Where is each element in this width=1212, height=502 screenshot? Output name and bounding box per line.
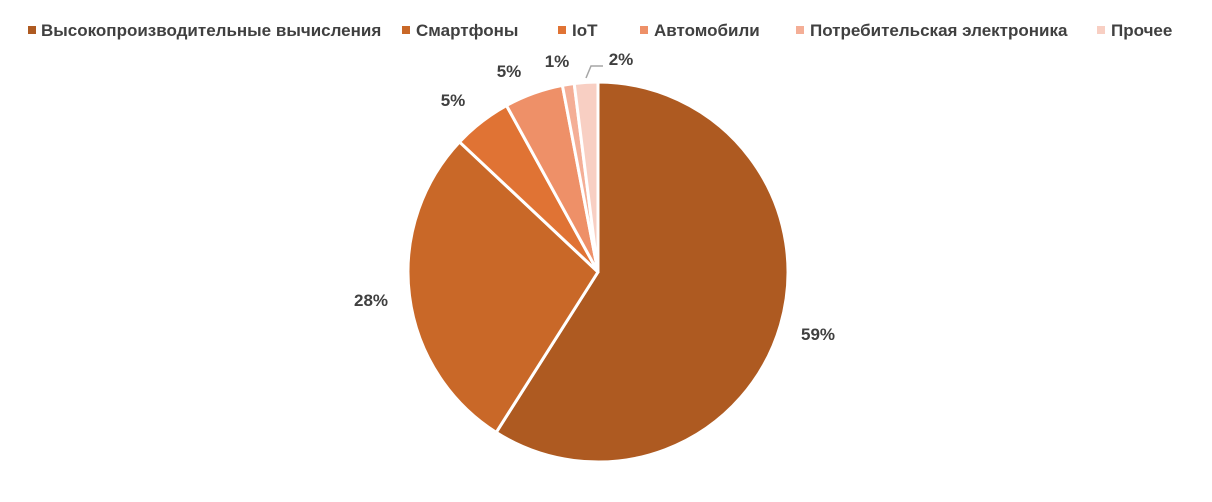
legend-item-iot: IoT bbox=[558, 21, 598, 40]
legend-swatch-consumer-electronics bbox=[796, 26, 804, 34]
pie-slices bbox=[406, 80, 790, 464]
pie-slice-other bbox=[572, 80, 600, 274]
data-label-automotive: 5% bbox=[497, 62, 522, 81]
legend-swatch-iot bbox=[558, 26, 566, 34]
data-label-iot: 5% bbox=[441, 91, 466, 110]
legend-item-smartphones: Смартфоны bbox=[402, 21, 518, 40]
data-label-other: 2% bbox=[609, 50, 634, 69]
leader-lines bbox=[585, 65, 603, 79]
legend-item-hpc: Высокопроизводительные вычисления bbox=[28, 21, 381, 40]
legend-label-other: Прочее bbox=[1111, 21, 1172, 40]
legend-item-consumer-electronics: Потребительская электроника bbox=[796, 21, 1068, 40]
data-label-smartphones: 28% bbox=[354, 291, 388, 310]
leader-line-other bbox=[585, 65, 603, 79]
chart-legend: Высокопроизводительные вычисления Смартф… bbox=[28, 21, 1172, 40]
legend-label-automotive: Автомобили bbox=[654, 21, 760, 40]
data-labels: 59% 28% 5% 5% 1% 2% bbox=[354, 50, 835, 344]
legend-swatch-smartphones bbox=[402, 26, 410, 34]
data-label-consumer-electronics: 1% bbox=[545, 52, 570, 71]
legend-label-hpc: Высокопроизводительные вычисления bbox=[41, 21, 381, 40]
legend-label-iot: IoT bbox=[572, 21, 598, 40]
pie-slice-smartphones bbox=[406, 140, 600, 434]
legend-swatch-other bbox=[1097, 26, 1105, 34]
legend-item-other: Прочее bbox=[1097, 21, 1172, 40]
data-label-hpc: 59% bbox=[801, 325, 835, 344]
legend-label-smartphones: Смартфоны bbox=[416, 21, 518, 40]
legend-label-consumer-electronics: Потребительская электроника bbox=[810, 21, 1068, 40]
legend-item-automotive: Автомобили bbox=[640, 21, 760, 40]
legend-swatch-automotive bbox=[640, 26, 648, 34]
legend-swatch-hpc bbox=[28, 26, 36, 34]
pie-slice-hpc bbox=[494, 80, 790, 464]
